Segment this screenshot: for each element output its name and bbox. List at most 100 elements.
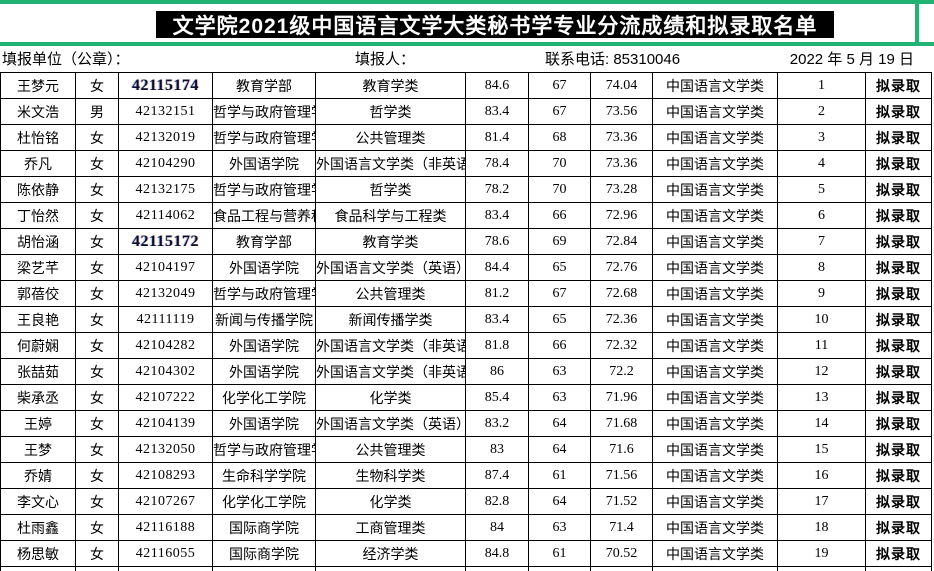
cell-name: 何蔚娴: [0, 332, 76, 359]
cell-status: 拟录取: [865, 72, 932, 99]
cell-score1: 84: [465, 514, 529, 541]
cell-name: 柴承丞: [0, 384, 76, 411]
cell-score3: 71.68: [590, 410, 653, 437]
cell-empty: [212, 566, 316, 571]
cell-score3: 70.52: [590, 540, 653, 567]
cell-college: 新闻与传播学院: [212, 306, 316, 333]
cell-name: 张喆茹: [0, 358, 76, 385]
cell-source-major: 经济学类: [315, 540, 466, 567]
cell-gender: 女: [75, 254, 119, 281]
cell-source-major: 化学类: [315, 384, 466, 411]
cell-source-major: 外国语言文学类（英语）: [315, 410, 466, 437]
cell-score1: 84.4: [465, 254, 529, 281]
cell-status: 拟录取: [865, 540, 932, 567]
cell-rank: 16: [777, 462, 866, 489]
cell-name: 李文心: [0, 488, 76, 515]
cell-score2: 63: [528, 384, 591, 411]
cell-gender: 女: [75, 150, 119, 177]
table-row: 杜怡铭女42132019哲学与政府管理学院公共管理类81.46873.36中国语…: [0, 124, 932, 151]
table-row: 梁艺芊女 42104197 外国语学院 外国语言文学类（英语） 84.4 65 72.76 中…: [0, 254, 932, 281]
cell-rank: 9: [777, 280, 866, 307]
cell-empty: [528, 566, 591, 571]
cell-target-major: 中国语言文学类: [652, 150, 778, 177]
cell-name: 王良艳: [0, 306, 76, 333]
cell-college: 生命科学学院: [212, 462, 316, 489]
results-table: 王梦元女 42115174 教育学部 教育学类 84.6 67 74.04 中国语言文学类 1 拟…: [0, 72, 932, 571]
cell-rank: 11: [777, 332, 866, 359]
cell-score3: 72.36: [590, 306, 653, 333]
cell-rank: 4: [777, 150, 866, 177]
cell-rank: 12: [777, 358, 866, 385]
cell-college: 哲学与政府管理学院: [212, 280, 316, 307]
cell-student-id: 42107267: [118, 488, 213, 515]
cell-rank: 18: [777, 514, 866, 541]
cell-score2: 64: [528, 436, 591, 463]
cell-student-id: 42115174: [118, 72, 213, 99]
cell-score1: 84.6: [465, 72, 529, 99]
table-row: 米文浩男42132151哲学与政府管理学院哲学类83.46773.56中国语言文…: [0, 98, 932, 125]
cell-source-major: 外国语言文学类（英语）: [315, 254, 466, 281]
cell-gender: 女: [75, 332, 119, 359]
cell-score1: 86: [465, 358, 529, 385]
cell-source-major: 教育学类: [315, 72, 466, 99]
cell-student-id: 42132050: [118, 436, 213, 463]
cell-rank: 14: [777, 410, 866, 437]
cell-student-id: 42111119: [118, 306, 213, 333]
cell-student-id: 42132049: [118, 280, 213, 307]
green-middle-rule: [0, 42, 934, 46]
cell-score1: 81.4: [465, 124, 529, 151]
cell-source-major: 公共管理类: [315, 436, 466, 463]
cell-target-major: 中国语言文学类: [652, 202, 778, 229]
cell-name: 乔婧: [0, 462, 76, 489]
cell-score2: 68: [528, 124, 591, 151]
cell-name: 梁艺芊: [0, 254, 76, 281]
cell-target-major: 中国语言文学类: [652, 358, 778, 385]
cell-score1: 83.4: [465, 202, 529, 229]
cell-student-id: 42104290: [118, 150, 213, 177]
cell-name: 杜怡铭: [0, 124, 76, 151]
cell-gender: 女: [75, 462, 119, 489]
cell-student-id: 42115172: [118, 228, 213, 255]
cell-score3: 73.36: [590, 124, 653, 151]
cell-rank: 1: [777, 72, 866, 99]
cell-gender: 男: [75, 98, 119, 125]
table-row: 乔婧女 42108293 生命科学学院 生物科学类 87.4 61 71.56 中国语言文学类…: [0, 462, 932, 489]
cell-name: 杨思敏: [0, 540, 76, 567]
cell-target-major: 中国语言文学类: [652, 98, 778, 125]
cell-score2: 70: [528, 150, 591, 177]
cell-name: 丁怡然: [0, 202, 76, 229]
cell-source-major: 哲学类: [315, 98, 466, 125]
cell-status: 拟录取: [865, 228, 932, 255]
cell-status: 拟录取: [865, 202, 932, 229]
cell-college: 化学化工学院: [212, 488, 316, 515]
table-row: 胡怡涵女 42115172 教育学部 教育学类 78.6 69 72.84 中国语言文学类 7 拟…: [0, 228, 932, 255]
cell-source-major: 外国语言文学类（非英语）: [315, 358, 466, 385]
cell-target-major: 中国语言文学类: [652, 514, 778, 541]
table-row: 李文心女 42107267 化学化工学院 化学类 82.8 64 71.52 中国语言文学类 1…: [0, 488, 932, 515]
cell-score2: 63: [528, 358, 591, 385]
cell-score2: 65: [528, 254, 591, 281]
cell-target-major: 中国语言文学类: [652, 72, 778, 99]
table-row: 杨思敏女 42116055 国际商学院 经济学类 84.8 61 70.52 中国语言文学类 1…: [0, 540, 932, 567]
cell-status: 拟录取: [865, 98, 932, 125]
cell-college: 外国语学院: [212, 150, 316, 177]
cell-college: 外国语学院: [212, 332, 316, 359]
cell-student-id: 42132151: [118, 98, 213, 125]
cell-gender: 女: [75, 514, 119, 541]
cell-status: 拟录取: [865, 358, 932, 385]
cell-source-major: 食品科学与工程类: [315, 202, 466, 229]
cell-target-major: 中国语言文学类: [652, 384, 778, 411]
table-row: 张喆茹女42104302外国语学院外国语言文学类（非英语）866372.2中国语…: [0, 358, 932, 385]
cell-status: 拟录取: [865, 462, 932, 489]
cell-student-id: 42116188: [118, 514, 213, 541]
cell-status: 拟录取: [865, 176, 932, 203]
cell-rank: 6: [777, 202, 866, 229]
cell-empty: [777, 566, 866, 571]
cell-empty: [865, 566, 932, 571]
cell-college: 哲学与政府管理学院: [212, 176, 316, 203]
cell-score1: 82.8: [465, 488, 529, 515]
cell-score3: 71.56: [590, 462, 653, 489]
cell-college: 化学化工学院: [212, 384, 316, 411]
cell-score2: 64: [528, 410, 591, 437]
